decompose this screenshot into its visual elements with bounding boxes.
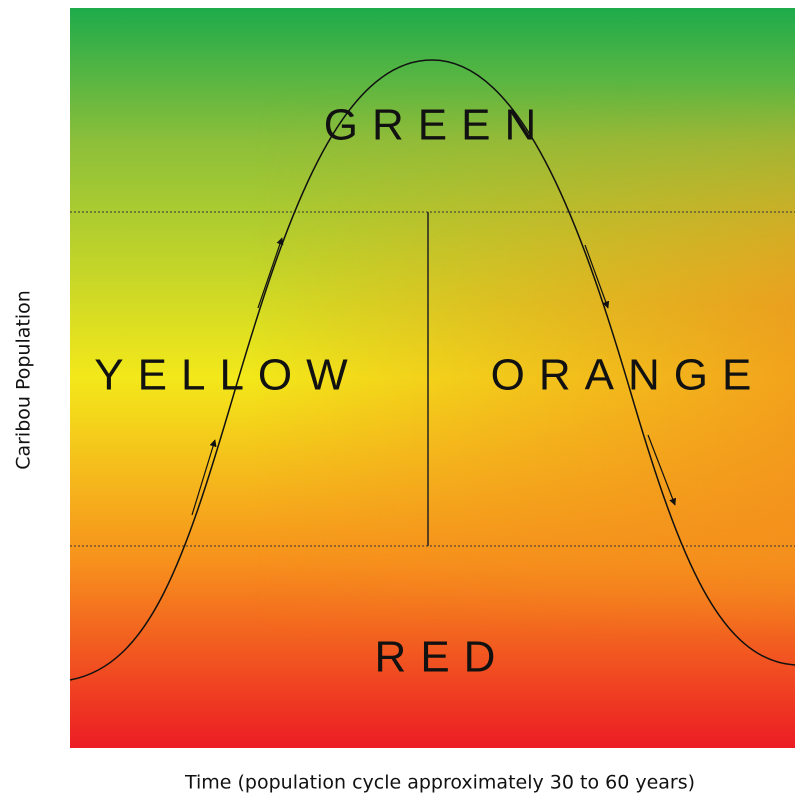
cycle-curve xyxy=(69,59,795,681)
arrow xyxy=(257,237,284,309)
x-axis-label: Time (population cycle approximately 30 … xyxy=(184,772,695,794)
background-tint xyxy=(70,8,795,748)
zone-label: ORANGE xyxy=(491,351,766,400)
arrow xyxy=(191,439,217,516)
zone-label: GREEN xyxy=(324,101,550,150)
y-axis-label: Caribou Population xyxy=(13,290,35,470)
zone-label: YELLOW xyxy=(94,351,361,400)
zone-label: RED xyxy=(375,633,510,682)
arrow xyxy=(647,434,677,506)
arrow xyxy=(584,244,610,309)
